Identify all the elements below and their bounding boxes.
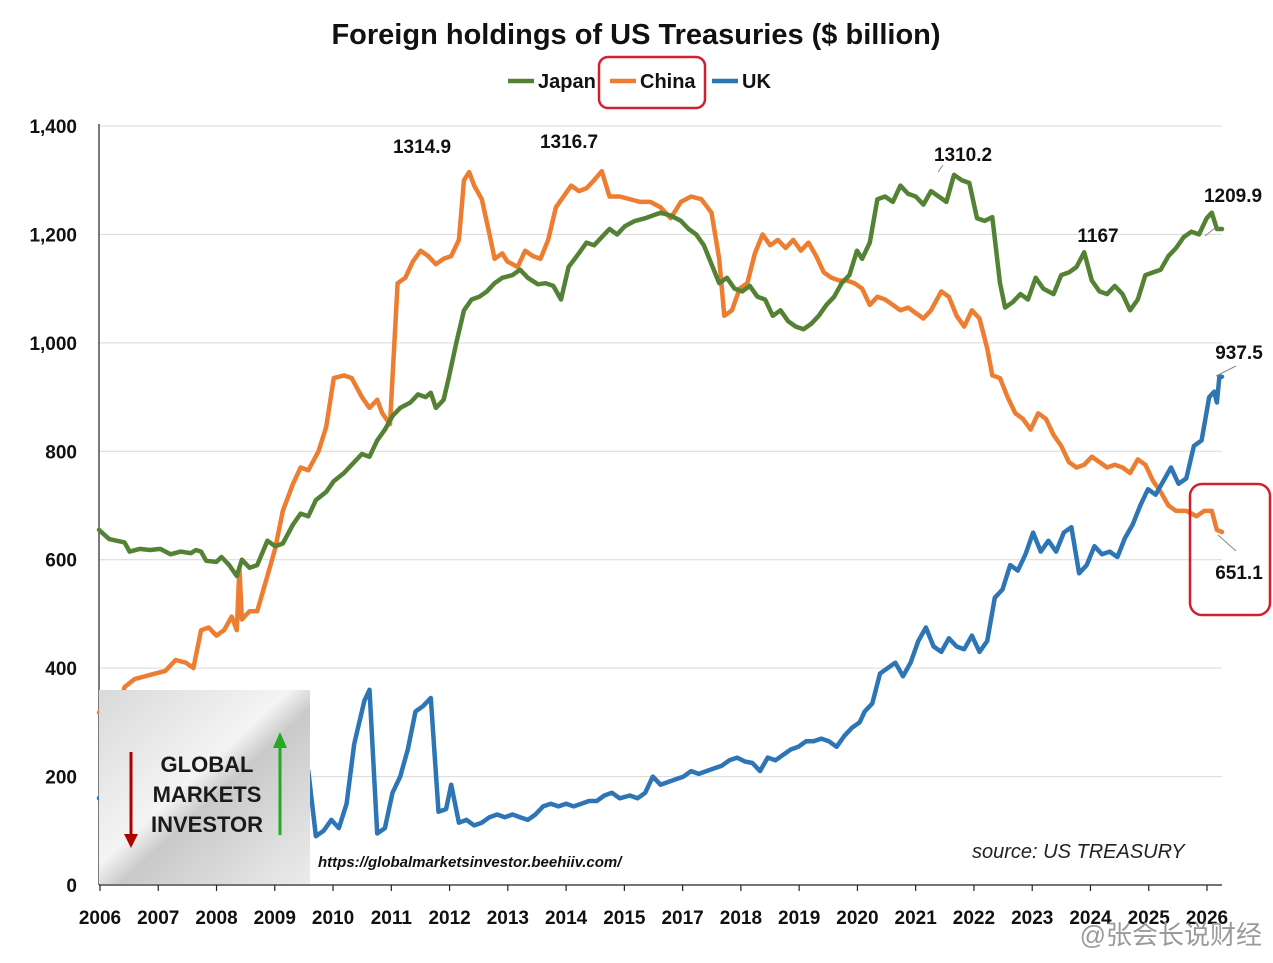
y-tick-label: 1,400 — [29, 117, 77, 138]
legend-label-japan: Japan — [538, 71, 596, 93]
x-tick-label: 2010 — [312, 908, 354, 929]
source-note: source: US TREASURY — [972, 841, 1186, 863]
x-tick-label: 2023 — [1011, 908, 1053, 929]
x-axis-ticks: 2006 2007 2008 2009 2010 2011 2012 2013 2014 2015… — [79, 885, 1228, 929]
annotation-label: 1314.9 — [393, 137, 451, 158]
y-tick-label: 200 — [45, 768, 77, 789]
annotation-label: 1310.2 — [934, 145, 992, 166]
annotation-label: 1209.9 — [1204, 186, 1262, 207]
annotations: 1314.9 1316.7 1310.2 1167 1209.9 937.5 651.1 — [393, 132, 1263, 584]
annotation-leader — [1204, 227, 1216, 237]
annotation-leader — [937, 164, 944, 173]
logo-line-1: GLOBAL — [161, 752, 254, 777]
x-tick-label: 2012 — [428, 908, 470, 929]
annotation-label: 651.1 — [1215, 563, 1263, 584]
x-tick-label: 2021 — [895, 908, 938, 929]
y-axis-ticks: 0 200 400 600 800 1,000 1,200 1,400 — [29, 117, 77, 897]
annotation-label: 937.5 — [1215, 343, 1263, 364]
y-tick-label: 1,200 — [29, 225, 77, 246]
series-line-japan — [96, 172, 1225, 579]
logo-line-3: INVESTOR — [151, 812, 263, 837]
x-tick-label: 2008 — [195, 908, 237, 929]
annotation-label: 1167 — [1077, 226, 1118, 247]
x-tick-label: 2015 — [603, 908, 646, 929]
chart-title: Foreign holdings of US Treasuries ($ bil… — [331, 19, 940, 51]
y-tick-label: 600 — [45, 551, 77, 572]
y-tick-label: 800 — [45, 442, 77, 463]
x-tick-label: 2024 — [1069, 908, 1112, 929]
x-tick-label: 2025 — [1128, 908, 1171, 929]
x-tick-label: 2026 — [1186, 908, 1228, 929]
annotation-leader — [1217, 534, 1237, 552]
logo-line-2: MARKETS — [153, 782, 262, 807]
y-tick-label: 1,000 — [29, 334, 77, 355]
x-tick-label: 2007 — [137, 908, 179, 929]
x-tick-label: 2011 — [371, 908, 413, 929]
legend: Japan China UK — [508, 71, 771, 93]
x-tick-label: 2006 — [79, 908, 121, 929]
series-line-china — [96, 168, 1225, 715]
y-tick-label: 0 — [66, 876, 77, 897]
x-tick-label: 2014 — [545, 908, 588, 929]
x-tick-label: 2020 — [836, 908, 878, 929]
annotation-leader — [1215, 365, 1237, 377]
x-tick-label: 2013 — [487, 908, 529, 929]
x-tick-label: 2018 — [720, 908, 762, 929]
x-tick-label: 2019 — [778, 908, 820, 929]
legend-label-uk: UK — [742, 71, 771, 93]
y-tick-label: 400 — [45, 659, 77, 680]
annotation-label: 1316.7 — [540, 132, 598, 153]
x-tick-label: 2009 — [254, 908, 296, 929]
logo: GLOBAL MARKETS INVESTOR — [99, 690, 310, 884]
watermark: @张会长说财经 — [1080, 920, 1262, 950]
x-tick-label: 2017 — [661, 908, 703, 929]
highlight-box-legend-china — [597, 55, 707, 110]
source-url: https://globalmarketsinvestor.beehiiv.co… — [318, 854, 623, 871]
x-tick-label: 2022 — [953, 908, 995, 929]
legend-label-china: China — [640, 71, 696, 93]
highlight-box-china-latest — [1188, 482, 1272, 617]
